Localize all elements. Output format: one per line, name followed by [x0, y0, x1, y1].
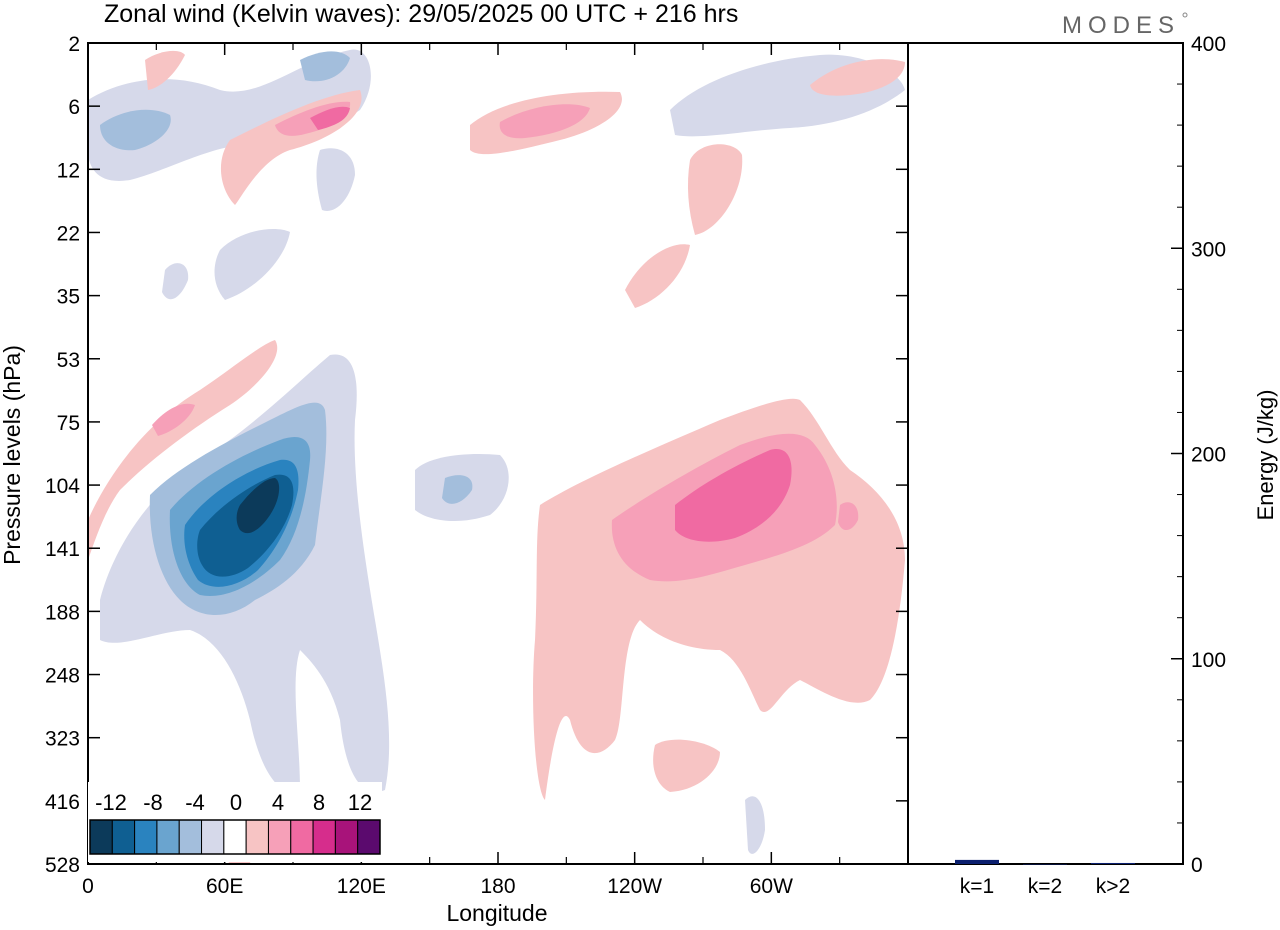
energy-bar: [1091, 862, 1135, 864]
y-tick-label: 2: [68, 33, 80, 56]
energy-tick-label: 300: [1191, 238, 1226, 261]
x-tick-label: 180: [480, 875, 515, 898]
colorbar-swatch: [201, 819, 225, 855]
x-tick-label: 60W: [750, 875, 793, 898]
colorbar-label: 0: [230, 790, 242, 815]
energy-category-label: k>2: [1096, 875, 1130, 898]
contour-neg-4: [745, 796, 765, 854]
energy-panel-frame: [907, 42, 1184, 865]
colorbar-swatch: [223, 819, 247, 855]
y-tick-label: 323: [45, 728, 80, 751]
colorbar-swatch: [245, 819, 269, 855]
contour-pos-8: [152, 403, 195, 436]
energy-bars: k=1 k=2 k>2: [955, 859, 1135, 898]
y-tick-label: 528: [45, 854, 80, 877]
y-tick-label: 141: [45, 538, 80, 561]
colorbar-label: 8: [313, 790, 325, 815]
y-tick-label: 35: [57, 286, 80, 309]
colorbar-label: 12: [348, 790, 372, 815]
colorbar-swatch: [89, 819, 113, 855]
y-tick-label: 248: [45, 665, 80, 688]
colorbar-swatch: [178, 819, 203, 855]
x-tick-label: 120W: [607, 875, 662, 898]
energy-tick-label: 400: [1191, 33, 1226, 56]
contour-neg-6: [300, 51, 350, 82]
energy-tick-label: 200: [1191, 444, 1226, 467]
contour-pos-8: [499, 104, 590, 139]
x-tick-label: 0: [82, 875, 94, 898]
chart-title: Zonal wind (Kelvin waves): 29/05/2025 00…: [104, 0, 738, 28]
contour-pos-4: [810, 59, 905, 96]
contour-pos-4: [145, 50, 185, 90]
x-tick-label: 60E: [206, 875, 243, 898]
colorbar-swatch: [111, 819, 136, 855]
y-tick-label: 12: [57, 159, 80, 182]
x-tick-label: 120E: [337, 875, 386, 898]
energy-bar: [1023, 864, 1067, 865]
colorbar-swatch: [290, 819, 314, 855]
colorbar-swatch: [267, 819, 292, 855]
wind-field: [88, 49, 905, 864]
contour-pos-4: [687, 144, 743, 235]
colorbar-label: -12: [95, 790, 127, 815]
energy-tick-label: 100: [1191, 649, 1226, 672]
contour-pos-10: [675, 449, 792, 542]
colorbar-frame: [89, 819, 381, 855]
y-axis-label: Pressure levels (hPa): [0, 345, 25, 565]
energy-category-label: k=1: [960, 875, 994, 898]
contour-pos-4: [653, 739, 720, 792]
contour-neg-6: [100, 109, 171, 151]
y-tick-label: 188: [45, 601, 80, 624]
y-tick-label: 75: [57, 412, 80, 435]
y-axis: 2 6 12 22 35 53 75 104 141 188 248 323 416 528: [45, 33, 908, 877]
contour-pos-4: [625, 244, 690, 308]
x-axis: 0 60E 120E 180 120W 60W: [82, 43, 841, 898]
colorbar-swatch: [357, 819, 381, 855]
contour-neg-14: [236, 478, 280, 534]
colorbar-swatch: [134, 819, 158, 855]
contour-pos-4: [88, 340, 278, 560]
colorbar-swatch: [312, 819, 336, 855]
brand-mark-icon: [1182, 12, 1188, 18]
contour-neg-6: [442, 475, 473, 504]
contour-pos-8: [838, 502, 859, 531]
colorbar-label: 4: [272, 790, 284, 815]
contour-neg-4: [162, 263, 189, 300]
x-axis-label: Longitude: [446, 900, 547, 926]
energy-axis: 0 100 200 300 400: [1171, 33, 1226, 877]
y-tick-label: 6: [68, 96, 80, 119]
brand-logo: MODES: [1062, 12, 1180, 39]
colorbar-swatch: [334, 819, 359, 855]
contour-neg-4: [214, 229, 290, 300]
y-tick-label: 53: [57, 349, 80, 372]
y-tick-label: 22: [57, 222, 80, 245]
energy-category-label: k=2: [1028, 875, 1062, 898]
colorbar-swatch: [156, 819, 180, 855]
energy-bar: [955, 859, 999, 864]
contour-neg-4: [316, 148, 355, 211]
colorbar-label: -4: [185, 790, 205, 815]
y-tick-label: 416: [45, 791, 80, 814]
contour-pos-10: [310, 106, 350, 130]
energy-tick-label: 0: [1191, 854, 1203, 877]
y-tick-label: 104: [45, 475, 80, 498]
colorbar-label: -8: [143, 790, 163, 815]
colorbar: -12 -8 -4 0 4 8 12: [88, 782, 382, 862]
energy-axis-label: Energy (J/kg): [1253, 390, 1278, 521]
